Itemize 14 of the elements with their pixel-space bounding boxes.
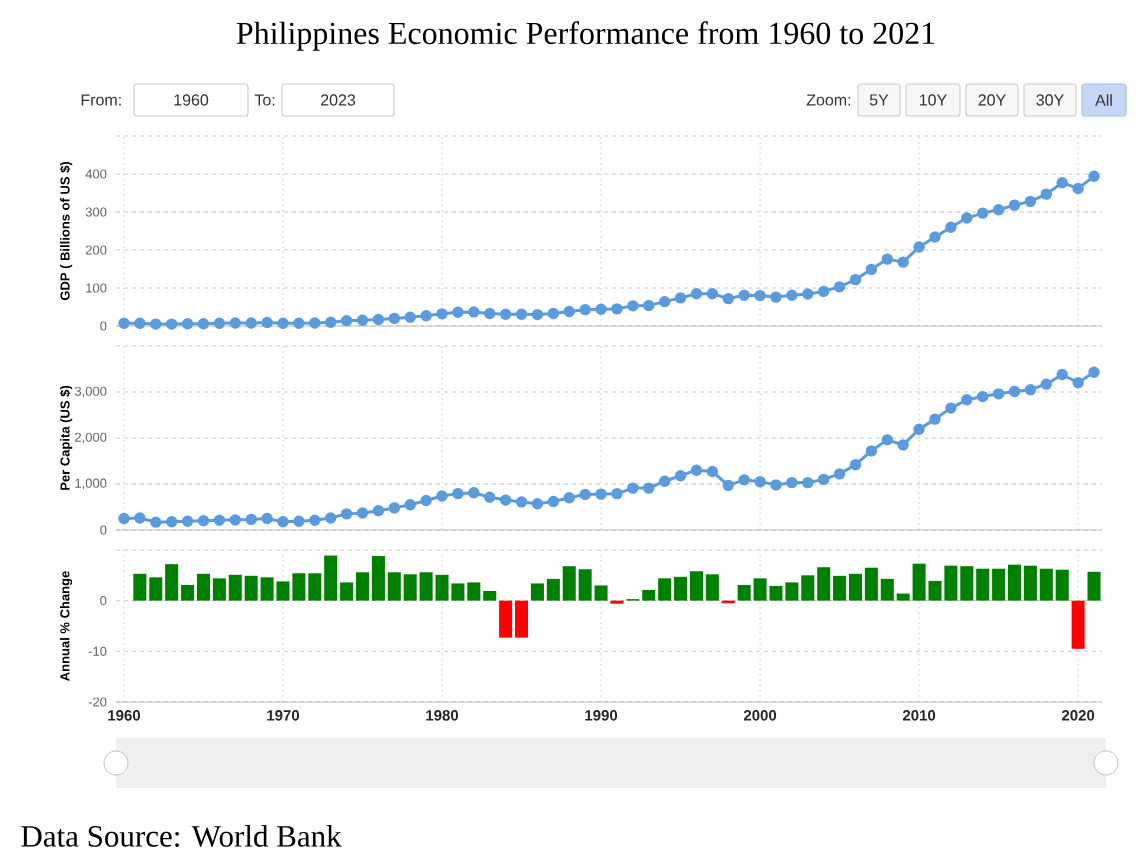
text: 20Y — [978, 94, 1006, 106]
text: All — [1095, 94, 1112, 106]
bar — [1087, 571, 1101, 601]
text: To: — [254, 94, 275, 106]
text: 5Y — [869, 94, 889, 106]
bar — [1071, 600, 1085, 649]
text: 10Y — [919, 94, 947, 106]
text: From: — [81, 94, 121, 106]
text: 30Y — [1036, 94, 1064, 106]
text: Zoom: — [806, 94, 851, 106]
text: 2023 — [321, 94, 356, 106]
source-note: Data Source: World Bank — [21, 824, 342, 847]
text: 1960 — [174, 94, 209, 106]
chart-title: Philippines Economic Performance from 1960 to 2021 — [236, 21, 935, 51]
